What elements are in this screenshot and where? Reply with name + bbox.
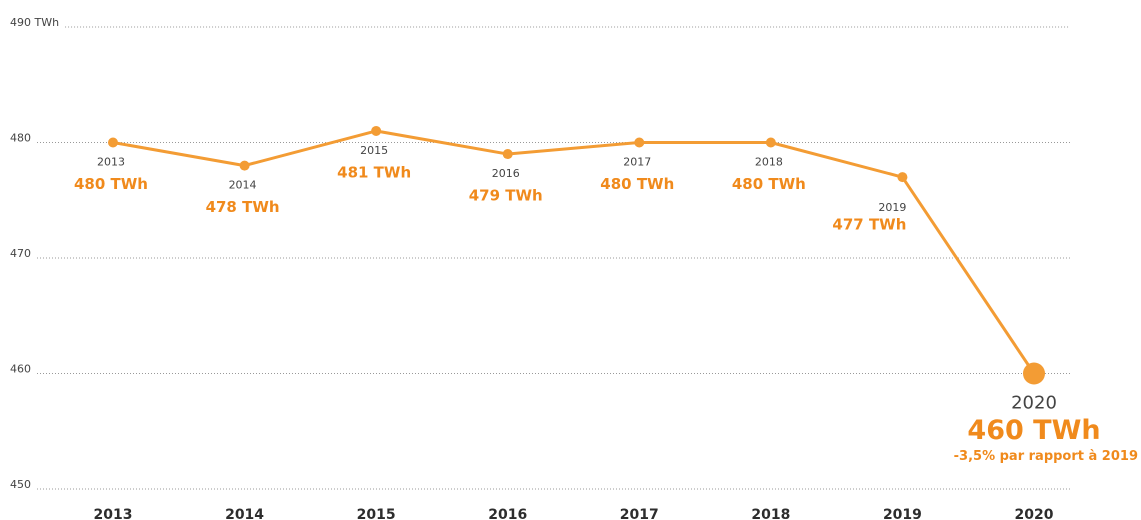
point (502, 149, 513, 160)
point (897, 172, 908, 183)
point (1023, 362, 1045, 385)
line (112, 129, 1036, 375)
value-label: 480 TWh (600, 175, 674, 193)
x-tick-label: 2019 (883, 507, 922, 520)
y-tick-label: 480 (10, 132, 31, 145)
year-label: 2019 (878, 201, 906, 214)
y-tick-label: 490 TWh (10, 16, 59, 29)
x-tick-label: 2017 (620, 507, 659, 520)
annotation: -3,5% par rapport à 2019 (954, 449, 1138, 464)
y-tick-label: 460 (10, 363, 31, 376)
year-label: 2020 (1011, 393, 1057, 414)
point (239, 160, 250, 171)
value-label: 460 TWh (967, 415, 1100, 446)
x-tick-label: 2014 (225, 507, 264, 520)
year-label: 2014 (229, 179, 257, 192)
value-label: 481 TWh (337, 163, 411, 181)
value-label: 480 TWh (732, 175, 806, 193)
year-label: 2013 (97, 156, 125, 169)
point (634, 137, 645, 148)
x-tick-label: 2020 (1015, 507, 1054, 520)
x-tick-label: 2015 (357, 507, 396, 520)
value-label: 479 TWh (469, 187, 543, 205)
x-tick-label: 2018 (751, 507, 790, 520)
year-label: 2017 (623, 156, 651, 169)
year-label: 2018 (755, 156, 783, 169)
x-tick-label: 2013 (94, 507, 133, 520)
point (765, 137, 776, 148)
value-label: 477 TWh (832, 216, 906, 234)
value-label: 480 TWh (74, 175, 148, 193)
point (108, 137, 118, 148)
y-tick-label: 470 (10, 247, 31, 260)
year-label: 2015 (360, 144, 388, 157)
x-tick-label: 2016 (488, 507, 527, 520)
year-label: 2016 (492, 167, 520, 180)
point (371, 125, 382, 136)
y-tick-label: 450 (10, 478, 31, 491)
value-label: 478 TWh (206, 198, 280, 216)
